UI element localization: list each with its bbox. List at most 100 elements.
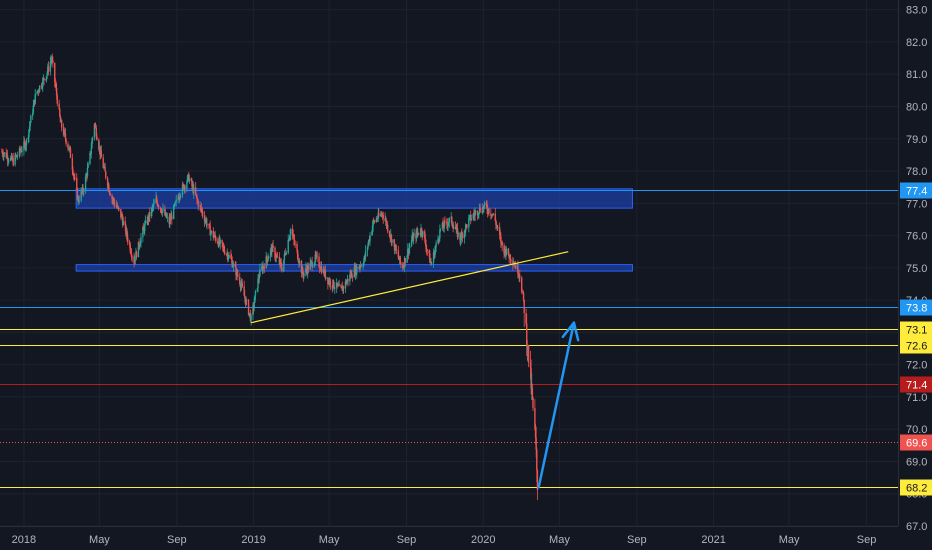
x-tick-label: Sep — [627, 534, 647, 546]
candle — [95, 127, 97, 137]
candle — [1, 151, 4, 155]
arrow-shaft[interactable] — [537, 321, 576, 489]
candle — [89, 153, 91, 164]
candle — [434, 250, 436, 258]
y-tick-label: 79.0 — [906, 134, 927, 146]
candle — [128, 241, 131, 245]
candle — [490, 213, 492, 216]
candle — [296, 243, 298, 251]
candle — [460, 233, 462, 241]
candle — [283, 253, 286, 260]
candle — [455, 227, 457, 230]
candle — [91, 137, 94, 141]
candle — [139, 245, 141, 247]
x-tick-label: 2019 — [241, 534, 265, 546]
candle — [186, 182, 188, 189]
candle — [245, 299, 248, 301]
candle — [213, 236, 215, 238]
y-tick-label: 80.0 — [906, 101, 927, 113]
candle — [456, 227, 459, 238]
candle — [212, 230, 215, 238]
candle — [37, 90, 40, 92]
x-tick-label: Sep — [167, 534, 187, 546]
candle — [69, 148, 72, 158]
candle — [410, 240, 413, 247]
candle — [130, 251, 132, 254]
candle — [338, 284, 340, 287]
price-axis-bg — [898, 0, 932, 550]
candle — [102, 157, 104, 168]
candle — [382, 214, 384, 219]
candle — [267, 258, 269, 262]
candle — [28, 129, 30, 137]
candle — [461, 233, 464, 239]
candle — [120, 209, 122, 217]
candle — [69, 147, 71, 149]
candle — [483, 202, 486, 206]
candle — [419, 233, 422, 235]
candle — [351, 277, 354, 278]
candle — [420, 228, 423, 233]
candle — [5, 152, 7, 158]
candle — [340, 284, 342, 288]
candle — [468, 215, 471, 219]
candle — [437, 238, 439, 244]
candle — [393, 239, 395, 243]
candle — [507, 248, 510, 256]
candle — [215, 237, 217, 242]
level-price-label: 72.6 — [906, 341, 927, 353]
candle — [509, 254, 512, 261]
candle — [221, 240, 223, 244]
candle — [408, 246, 411, 249]
candle — [174, 202, 176, 206]
candle — [459, 232, 461, 241]
candle — [121, 214, 123, 219]
candle — [249, 312, 251, 314]
candle — [195, 187, 197, 195]
candle — [290, 228, 292, 235]
level-price-tag — [900, 182, 932, 199]
candle — [227, 257, 230, 260]
level-price-tag — [900, 321, 932, 338]
candle — [501, 241, 503, 246]
candle — [29, 122, 31, 127]
candle — [239, 276, 241, 285]
candle — [293, 235, 295, 240]
candle — [178, 196, 181, 200]
candle — [28, 126, 31, 130]
candle — [82, 187, 84, 192]
candle — [347, 278, 349, 282]
candle — [248, 312, 250, 315]
candle — [534, 407, 536, 429]
candle — [439, 229, 441, 239]
candle — [496, 225, 498, 228]
candle — [504, 248, 507, 256]
candle — [142, 227, 144, 238]
time-axis[interactable]: 2018 May Sep 2019 May Sep 2020 May Sep 2021 May Sep — [0, 526, 898, 547]
candle — [103, 167, 105, 169]
candle — [223, 247, 225, 251]
candle — [369, 235, 371, 242]
candle — [196, 195, 198, 200]
level-price-label: 77.4 — [906, 186, 927, 198]
candle — [147, 216, 149, 224]
candle — [344, 281, 347, 289]
candle — [38, 91, 40, 92]
y-tick-label: 76.0 — [906, 231, 927, 243]
candle — [472, 214, 474, 219]
candle — [130, 253, 133, 257]
candle — [135, 251, 138, 258]
candle — [470, 214, 472, 221]
candle — [14, 155, 16, 166]
candle — [388, 231, 391, 237]
candle — [281, 267, 283, 272]
candle — [152, 203, 155, 207]
candle — [512, 260, 514, 265]
price-axis[interactable]: 67.068.069.070.071.072.073.074.075.076.0… — [898, 0, 932, 550]
candle — [525, 312, 527, 324]
candle — [16, 155, 19, 157]
candle — [442, 222, 444, 228]
trendline[interactable] — [250, 251, 569, 324]
candle — [400, 262, 402, 265]
